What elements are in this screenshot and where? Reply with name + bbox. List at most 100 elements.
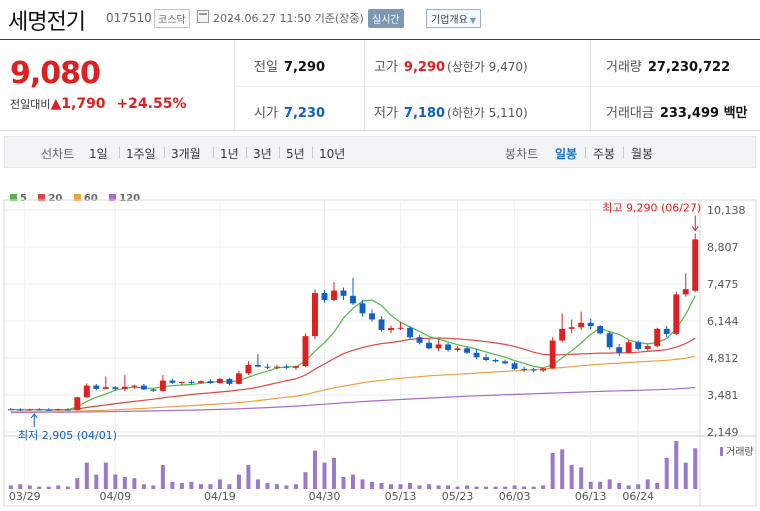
candle-body <box>245 365 252 374</box>
volume-bar <box>255 479 260 489</box>
candle-body <box>283 366 290 368</box>
volume-bar <box>274 484 279 489</box>
volume-bar <box>360 479 365 489</box>
candle-body <box>530 369 537 371</box>
legend-label: 5 <box>20 193 27 204</box>
period-1y[interactable]: 1년 <box>220 147 239 161</box>
candle-body <box>159 380 166 391</box>
volume-bar <box>189 481 194 489</box>
ma60-line <box>10 355 696 413</box>
period-1w[interactable]: 1주일 <box>126 147 156 161</box>
candle-body <box>644 346 651 349</box>
candle-body <box>7 409 14 411</box>
high-label: 고가 <box>374 60 398 75</box>
volume-bar <box>75 478 80 489</box>
legend-ma20: 20 <box>38 193 62 204</box>
low-label: 저가 <box>374 106 398 121</box>
separator <box>164 147 165 158</box>
company-info-dropdown[interactable]: 기업개요 ▼ <box>426 9 481 28</box>
volume-bar <box>636 484 641 489</box>
open-value: 7,230 <box>283 106 326 121</box>
candle-body <box>293 366 299 368</box>
candle-monthly[interactable]: 월봉 <box>631 147 654 161</box>
period-10y[interactable]: 10년 <box>319 147 346 161</box>
period-1d[interactable]: 1일 <box>89 147 108 161</box>
ma20-line <box>10 337 696 411</box>
candle-body <box>207 381 214 384</box>
volume-bar <box>103 462 108 489</box>
candle-body <box>45 409 52 411</box>
candle-chart-label: 봉차트 <box>505 147 539 161</box>
candle-body <box>264 366 271 368</box>
volume-bar <box>265 483 270 489</box>
volume-bar <box>170 481 175 489</box>
y-tick-label: 3,481 <box>707 389 739 402</box>
quote-datetime: 2024.06.27 11:50 기준(장중) <box>213 10 364 26</box>
period-3m[interactable]: 3개월 <box>171 147 201 161</box>
candle-daily[interactable]: 일봉 <box>555 147 578 161</box>
candle-body <box>397 327 404 329</box>
candle-weekly[interactable]: 주봉 <box>593 147 616 161</box>
candle-body <box>273 366 280 368</box>
candle-body <box>169 380 176 383</box>
candle-body <box>692 239 699 291</box>
candle-body <box>36 409 43 411</box>
candle-body <box>131 385 138 387</box>
y-tick-label: 10,138 <box>707 204 746 217</box>
period-3y[interactable]: 3년 <box>253 147 272 161</box>
candle-body <box>606 333 613 348</box>
chart-frame <box>3 199 757 507</box>
realtime-button[interactable]: 실시간 <box>368 9 404 28</box>
volume-bar <box>427 484 432 489</box>
high-annotation: 최고 9,290 (06/27) <box>602 202 701 215</box>
volume-bar <box>351 474 355 489</box>
separator <box>585 147 586 158</box>
volume-bar <box>598 481 603 489</box>
line-chart-label: 선차트 <box>41 147 75 161</box>
candle-body <box>445 344 452 350</box>
volume-bar <box>588 481 593 489</box>
prev-close-label: 전일 <box>254 60 278 75</box>
separator <box>119 147 120 158</box>
legend-label: 20 <box>48 193 63 204</box>
candle-body <box>350 295 356 304</box>
chevron-down-icon: ▼ <box>469 16 476 25</box>
volume-bar <box>645 479 650 489</box>
candle-body <box>568 327 575 329</box>
volume-bar <box>474 486 479 489</box>
upper-limit: (상한가 9,470) <box>447 60 528 74</box>
candle-body <box>226 378 233 384</box>
volume-bar <box>436 485 441 489</box>
x-tick-label: 03/29 <box>9 490 41 503</box>
volume-bar <box>65 486 70 489</box>
volume-bar <box>303 472 308 489</box>
candle-body <box>616 347 623 353</box>
candle-body <box>654 328 661 347</box>
volume-bar <box>579 467 584 489</box>
candle-body <box>559 328 566 341</box>
volume-bar <box>446 485 451 489</box>
volume-bar <box>408 483 413 489</box>
period-5y[interactable]: 5년 <box>286 147 305 161</box>
candle-body <box>340 290 347 296</box>
volume-bar <box>569 465 574 489</box>
price-chart[interactable]: 10,138 8,807 7,475 6,144 4,812 3,481 2,149 03/2… <box>0 196 760 511</box>
volume-label: 거래량 <box>726 446 754 458</box>
legend-ma5: 5 <box>10 193 27 204</box>
x-tick-label: 04/19 <box>204 490 236 503</box>
volume-bar <box>465 485 470 489</box>
candle-body <box>359 303 366 314</box>
candle-body <box>587 322 594 327</box>
price-change: 전일대비▲1,790 +24.55% <box>10 96 186 112</box>
volume-bar <box>284 485 289 489</box>
volume-bar <box>503 486 508 489</box>
turnover-stat: 거래대금 233,499 백만 <box>606 102 748 121</box>
volume-bar <box>246 465 251 489</box>
candle-body <box>511 363 518 369</box>
datetime: 2024.06.27 11:50 <box>213 12 312 25</box>
up-arrow-icon: ▲ <box>50 96 62 112</box>
y-tick-label: 4,812 <box>707 352 739 365</box>
candle-body <box>369 313 375 320</box>
volume-bar <box>160 465 165 489</box>
volume-bar <box>37 486 42 489</box>
